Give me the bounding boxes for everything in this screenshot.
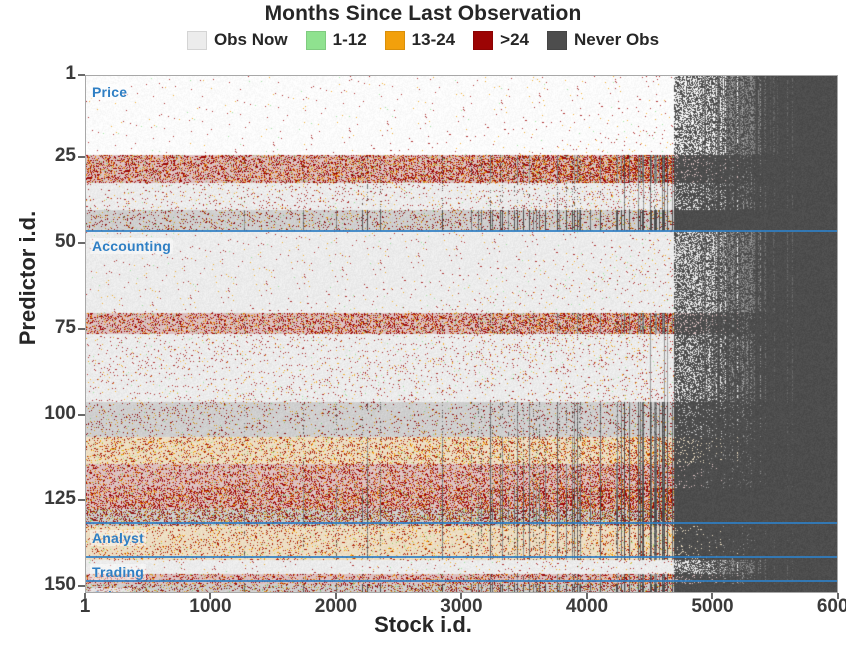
legend-swatch-never-obs (546, 30, 567, 50)
x-tick-mark (84, 593, 86, 599)
x-tick-mark (711, 593, 714, 599)
x-tick-mark (209, 593, 212, 599)
x-tick-mark (334, 593, 337, 599)
category-divider (86, 521, 837, 524)
y-tick-label: 125 (44, 488, 76, 510)
y-tick-label: 100 (44, 402, 76, 424)
y-tick-label: 75 (54, 316, 76, 338)
y-axis-title: Predictor i.d. (15, 210, 40, 346)
category-divider (86, 580, 837, 583)
legend-label-never-obs: Never Obs (573, 30, 660, 49)
category-label-accounting: Accounting (90, 238, 173, 255)
y-tick-mark (78, 499, 85, 502)
legend-label-gt24: >24 (500, 30, 529, 49)
x-tick-label: 5000 (691, 596, 734, 617)
y-tick-mark (78, 74, 85, 76)
legend: Obs Now 1-12 13-24 >24 Never Obs (0, 30, 846, 50)
x-axis-title: Stock i.d. (374, 612, 472, 637)
y-tick-label: 1 (65, 63, 76, 84)
heatmap-plot-area[interactable]: Price Accounting Analyst Trading Other (85, 75, 838, 593)
x-tick-mark (585, 593, 588, 599)
x-tick-mark (460, 593, 463, 599)
y-tick-label: 50 (54, 231, 76, 253)
legend-item-obs-now[interactable]: Obs Now (186, 30, 288, 50)
legend-item-gt24[interactable]: >24 (473, 30, 529, 50)
category-label-analyst: Analyst (90, 529, 146, 546)
legend-label-1-12: 1-12 (332, 30, 367, 49)
legend-swatch-obs-now (186, 30, 207, 50)
legend-label-13-24: 13-24 (411, 30, 456, 49)
x-tick-label: 1 (79, 596, 91, 617)
x-tick-label: 3000 (440, 596, 483, 617)
y-tick-mark (78, 585, 85, 588)
chart-title: Months Since Last Observation (264, 2, 582, 25)
legend-item-13-24[interactable]: 13-24 (384, 30, 456, 50)
x-tick-label: 2000 (314, 596, 358, 617)
legend-swatch-13-24 (384, 30, 405, 50)
x-tick-label: 1000 (189, 596, 232, 617)
x-tick-mark (837, 593, 839, 599)
x-tick-label: 6000 (816, 596, 846, 617)
x-tick-label: 4000 (565, 596, 609, 617)
y-tick-label: 25 (54, 145, 76, 167)
legend-item-never-obs[interactable]: Never Obs (546, 30, 660, 50)
heatmap-canvas (86, 76, 837, 592)
y-tick-mark (78, 327, 85, 330)
category-label-other: Other (90, 588, 133, 592)
category-label-trading: Trading (90, 564, 146, 581)
legend-swatch-1-12 (305, 30, 326, 50)
y-tick-label: 150 (44, 574, 76, 596)
y-tick-mark (78, 156, 85, 159)
category-divider (86, 230, 837, 233)
y-tick-mark (78, 242, 85, 245)
category-label-price: Price (90, 83, 130, 100)
legend-swatch-gt24 (473, 30, 494, 50)
legend-label-obs-now: Obs Now (213, 30, 288, 49)
category-divider (86, 556, 837, 559)
y-tick-mark (78, 413, 85, 416)
legend-item-1-12[interactable]: 1-12 (305, 30, 367, 50)
heatmap-image (86, 76, 837, 592)
